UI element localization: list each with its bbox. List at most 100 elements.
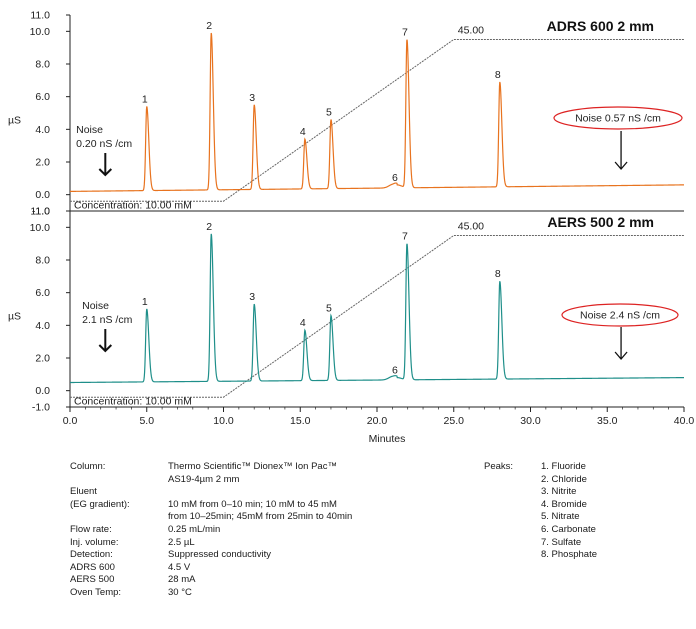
- y-tick-label: 10.0: [30, 222, 51, 234]
- condition-row: Oven Temp: 30 °C: [70, 587, 352, 600]
- condition-label: [70, 511, 168, 524]
- chromatogram-trace: [70, 32, 684, 192]
- peak-label: 6: [392, 365, 398, 377]
- noise-left-value: 2.1 nS /cm: [82, 314, 132, 326]
- y-tick-label: 0.0: [35, 189, 50, 201]
- condition-label: Column:: [70, 461, 106, 472]
- condition-label: Eluent: [70, 486, 97, 498]
- y-tick-label: 8.0: [35, 255, 50, 267]
- peak-label: 8: [495, 69, 501, 81]
- x-tick-label: 10.0: [213, 415, 234, 427]
- y-tick-label: 6.0: [35, 287, 50, 299]
- noise-ellipse: [553, 106, 683, 130]
- panel-title: ADRS 600 2 mm: [547, 18, 654, 34]
- y-tick-label: -1.0: [32, 402, 50, 414]
- condition-value: 10 mM from 0–10 min; 10 mM to 45 mM: [168, 498, 337, 510]
- x-axis: 0.0 5.0 10.0 15.0 20.0 25.0 30.0 35.0 40.0 Minute…: [63, 407, 695, 445]
- condition-value: from 10–25min; 45mM from 25min to 40min: [168, 511, 353, 523]
- condition-row: Inj. volume: 2.5 µL: [70, 537, 352, 550]
- noise-left-label: Noise: [76, 124, 103, 136]
- condition-row: Detection: Suppressed conductivity: [70, 549, 352, 562]
- condition-value: AS19-4µm 2 mm: [168, 473, 240, 485]
- y-tick-label: 8.0: [35, 59, 50, 71]
- condition-label: AERS 500: [70, 574, 115, 586]
- y-tick-label: 10.0: [30, 26, 51, 38]
- condition-row: AS19-4µm 2 mm: [70, 474, 352, 487]
- y-axis-label: µS: [8, 311, 21, 323]
- panel-title: AERS 500 2 mm: [547, 214, 654, 230]
- peak-label: 5: [326, 303, 332, 315]
- peaks-legend-list: 1. Fluoride 2. Chloride 3. Nitrite 4. Br…: [541, 461, 597, 562]
- noise-right-label: Noise 2.4 nS /cm: [580, 310, 660, 322]
- peak-label: 5: [326, 107, 332, 119]
- condition-value: 28 mA: [168, 574, 196, 586]
- peaks-legend: Peaks: 1. Fluoride 2. Chloride 3. Nitrit…: [484, 461, 597, 562]
- x-tick-label: 5.0: [139, 415, 154, 427]
- x-tick-label: 20.0: [367, 415, 388, 427]
- y-tick-label: 11.0: [30, 10, 50, 22]
- condition-row: Eluent: [70, 486, 352, 499]
- panel-adrs: -1.0 0.0 2.0 4.0 6.0 8.0 10.0 11.0 µS 45.00 Concen…: [8, 10, 684, 218]
- peak-legend-item: 2. Chloride: [541, 473, 587, 485]
- condition-value: 30 °C: [168, 586, 192, 598]
- condition-value: 4.5 V: [168, 561, 191, 573]
- peak-label: 7: [402, 27, 408, 39]
- x-tick-label: 30.0: [520, 415, 541, 427]
- peak-label: 4: [300, 317, 306, 329]
- condition-value: Thermo Scientific™ Dionex™ Ion Pac™: [168, 461, 337, 472]
- condition-label: Oven Temp:: [70, 586, 122, 598]
- y-tick-label: 2.0: [35, 353, 50, 365]
- y-tick-label: 4.0: [35, 124, 50, 136]
- noise-right-arrow-head: [614, 351, 628, 360]
- chromatogram-trace: [70, 233, 684, 384]
- peak-legend-item: 6. Carbonate: [541, 523, 596, 535]
- gradient-trace: [70, 235, 684, 398]
- peak-label: 1: [142, 296, 148, 308]
- peak-legend-item: 5. Nitrate: [541, 511, 580, 523]
- peak-label: 1: [142, 93, 148, 105]
- condition-value: 0.25 mL/min: [168, 523, 221, 535]
- peak-legend-item: 1. Fluoride: [541, 461, 586, 472]
- condition-value: Suppressed conductivity: [168, 549, 271, 561]
- condition-row: AERS 500 28 mA: [70, 574, 352, 587]
- y-tick-label: 4.0: [35, 320, 50, 332]
- y-axis-label: µS: [8, 115, 21, 127]
- noise-ellipse: [561, 303, 679, 327]
- peak-label: 2: [206, 221, 212, 233]
- y-tick-label: -1.0: [32, 206, 50, 218]
- condition-row: ADRS 600 4.5 V: [70, 562, 352, 575]
- concentration-label: Concentration: 10.00 mM: [74, 396, 192, 408]
- x-tick-label: 40.0: [674, 415, 695, 427]
- condition-label: Detection:: [70, 549, 113, 561]
- gradient-trace: [70, 39, 684, 202]
- peak-legend-item: 4. Bromide: [541, 498, 587, 510]
- peak-label: 6: [392, 172, 398, 184]
- peak-legend-item: 8. Phosphate: [541, 549, 597, 561]
- noise-arrow-head: [98, 344, 113, 353]
- peaks-legend-label: Peaks:: [484, 461, 514, 472]
- noise-arrow-head: [98, 168, 113, 177]
- peak-legend-item: 3. Nitrite: [541, 486, 577, 498]
- noise-right-label: Noise 0.57 nS /cm: [575, 113, 661, 125]
- gradient-end-label: 45.00: [458, 25, 484, 37]
- peak-label: 2: [206, 20, 212, 32]
- concentration-label: Concentration: 10.00 mM: [74, 200, 192, 212]
- gradient-end-label: 45.00: [458, 221, 484, 233]
- condition-label: Flow rate:: [70, 523, 112, 535]
- y-tick-label: 6.0: [35, 91, 50, 103]
- peak-label: 8: [495, 268, 501, 280]
- condition-label: (EG gradient):: [70, 498, 130, 510]
- conditions-block: Column: Thermo Scientific™ Dionex™ Ion Pa…: [70, 461, 352, 600]
- noise-right-arrow-head: [614, 161, 628, 170]
- y-tick-label: 0.0: [35, 385, 50, 397]
- condition-row: from 10–25min; 45mM from 25min to 40min: [70, 511, 352, 524]
- panel-aers: -1.0 0.0 2.0 4.0 6.0 8.0 10.0 11.0 µS 45.00 Concen…: [8, 206, 684, 414]
- peak-legend-item: 7. Sulfate: [541, 536, 582, 548]
- condition-row: Flow rate: 0.25 mL/min: [70, 524, 352, 537]
- y-tick-label: 2.0: [35, 157, 50, 169]
- x-tick-label: 0.0: [63, 415, 78, 427]
- x-tick-label: 15.0: [290, 415, 311, 427]
- noise-left-value: 0.20 nS /cm: [76, 138, 132, 150]
- chromatogram-chart: -1.00.02.04.06.08.010.011.0µS45.00Concen…: [8, 10, 695, 446]
